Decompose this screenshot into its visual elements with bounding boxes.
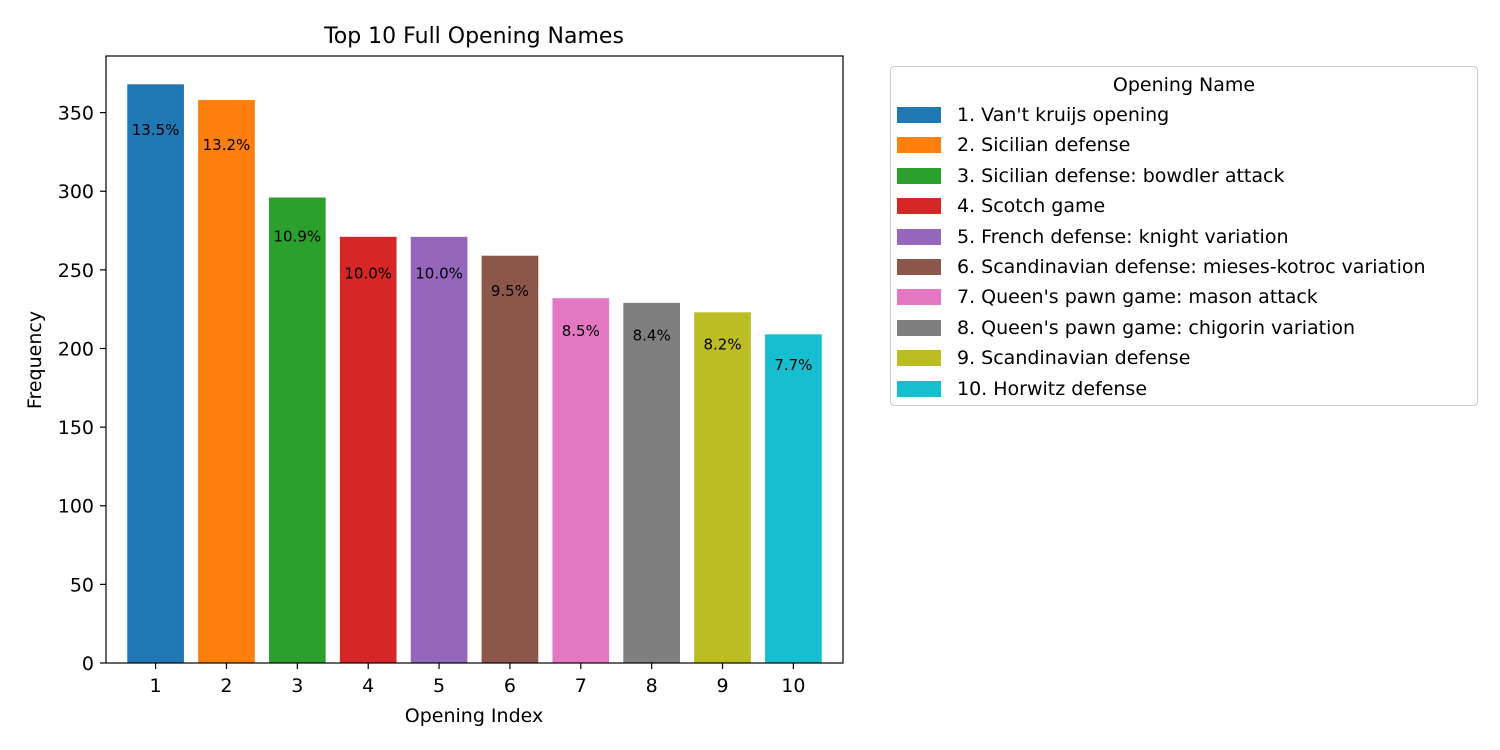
bar-2 [198,100,255,664]
legend-swatch-9 [897,350,941,367]
x-tick-label-10: 10 [781,675,805,697]
bar-value-label-7: 8.5% [562,322,600,340]
bar-value-label-9: 8.2% [703,335,741,353]
legend-label-3: 3. Sicilian defense: bowdler attack [957,164,1285,187]
bar-1 [127,84,184,663]
legend-label-5: 5. French defense: knight variation [957,225,1289,248]
x-tick-label-3: 3 [291,675,303,697]
bar-value-label-8: 8.4% [633,326,671,344]
x-tick-label-8: 8 [646,675,658,697]
y-axis: 0 50 100 150 200 250 300 350 [58,103,106,675]
y-tick-label-250: 250 [58,260,94,282]
legend-label-6: 6. Scandinavian defense: mieses-kotroc v… [957,256,1426,278]
legend-swatch-1 [897,107,941,123]
legend-item-7: 7. Queen's pawn game: mason attack [897,286,1318,308]
bar-3 [268,197,326,663]
bar-6 [481,255,539,663]
legend-item-5: 5. French defense: knight variation [897,226,1289,248]
legend-label-10: 10. Horwitz defense [957,377,1148,400]
bar-value-label-4: 10.0% [344,264,392,282]
legend-title: Opening Name [1112,74,1256,96]
axes-frame [105,55,844,664]
x-axis: 1 2 3 4 5 6 7 8 9 10 [150,663,805,697]
bar-value-label-10: 7.7% [774,356,812,374]
legend-swatch-6 [897,259,941,275]
bar-4 [339,236,397,663]
legend-item-4: 4. Scotch game [897,195,1105,217]
bar-value-label-5: 10.0% [415,264,463,282]
x-tick-label-2: 2 [220,675,232,697]
legend-label-4: 4. Scotch game [957,195,1106,218]
legend-item-10: 10. Horwitz defense [897,378,1147,400]
legend-label-1: 1. Van't kruijs opening [957,104,1170,126]
y-tick-label-50: 50 [70,574,94,596]
bar-5 [410,236,468,663]
bar-value-label-2: 13.2% [203,136,251,154]
y-tick-label-200: 200 [58,338,94,360]
bar-10 [765,334,822,663]
legend: Opening Name 1. Van't kruijs opening 2. S… [890,66,1478,406]
legend-swatch-4 [897,198,941,215]
x-axis-label: Opening Index [405,705,543,727]
legend-swatch-5 [897,228,941,245]
x-tick-label-4: 4 [362,675,374,697]
x-tick-label-6: 6 [504,675,516,697]
bar-7 [552,298,610,663]
y-tick-label-350: 350 [58,103,94,125]
x-tick-label-7: 7 [575,675,587,697]
y-tick-label-0: 0 [82,653,94,675]
legend-label-8: 8. Queen's pawn game: chigorin variation [957,316,1356,339]
legend-label-9: 9. Scandinavian defense [957,347,1191,370]
legend-label-2: 2. Sicilian defense [957,134,1131,157]
legend-item-3: 3. Sicilian defense: bowdler attack [897,165,1284,187]
bar-value-label-3: 10.9% [274,227,322,245]
x-tick-label-9: 9 [716,675,728,697]
y-axis-label: Frequency [24,311,46,409]
bar-9 [694,312,751,663]
bars [127,84,822,664]
x-tick-label-5: 5 [433,675,445,697]
legend-item-9: 9. Scandinavian defense [897,347,1190,369]
legend-label-7: 7. Queen's pawn game: mason attack [957,286,1318,309]
y-tick-label-150: 150 [58,417,94,439]
plot-area: 13.5% 13.2% 10.9% 10.0% 10.0% 9.5% 8.5% 8.4% 8.2… [58,55,844,697]
legend-swatch-2 [897,137,941,154]
legend-item-6: 6. Scandinavian defense: mieses-kotroc v… [897,256,1426,278]
bar-value-label-6: 9.5% [491,282,529,300]
y-tick-label-100: 100 [58,496,94,518]
chart-title: Top 10 Full Opening Names [323,24,624,49]
legend-item-1: 1. Van't kruijs opening [897,104,1169,126]
bar-value-label-1: 13.5% [132,121,180,139]
legend-swatch-10 [897,380,941,397]
bar-value-labels: 13.5% 13.2% 10.9% 10.0% 10.0% 9.5% 8.5% 8.4% 8.2… [132,121,813,374]
bar-8 [623,302,681,663]
legend-swatch-3 [897,167,941,184]
legend-swatch-8 [897,319,941,336]
legend-swatch-7 [897,289,941,306]
x-tick-label-1: 1 [150,675,162,697]
y-tick-label-300: 300 [58,181,94,203]
legend-item-2: 2. Sicilian defense [897,134,1130,156]
legend-item-8: 8. Queen's pawn game: chigorin variation [897,317,1355,339]
